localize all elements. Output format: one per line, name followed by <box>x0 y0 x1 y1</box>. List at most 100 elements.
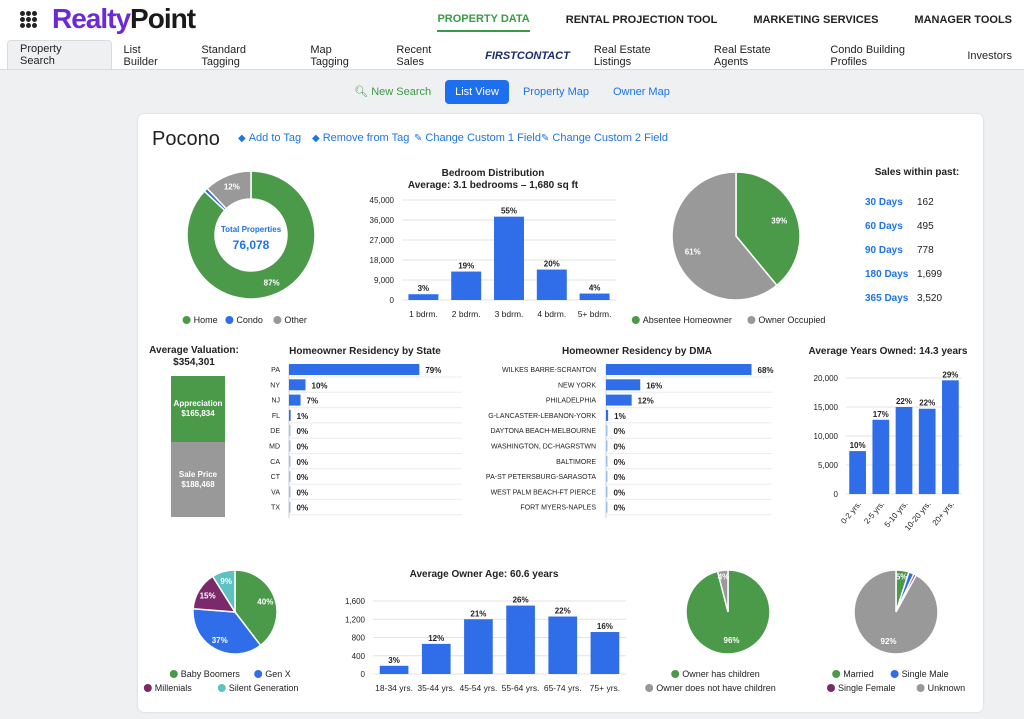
bedroom-xtick: 3 bdrm. <box>495 309 524 319</box>
change-custom-2-link[interactable]: ✎ Change Custom 2 Field <box>541 132 668 144</box>
generation-slice <box>192 607 262 655</box>
years-owned-bar-label: 22% <box>896 397 912 406</box>
residency-dma-bar <box>606 471 608 483</box>
residency-dma-bar-label: 0% <box>614 427 626 436</box>
sales-period-link[interactable]: 180 Days <box>865 268 909 280</box>
bedroom-bar-label: 3% <box>418 284 430 293</box>
owner-map-button[interactable]: Owner Map <box>612 85 670 98</box>
apps-grid-icon[interactable] <box>20 11 37 28</box>
tab-recent-sales[interactable]: Recent Sales <box>396 43 432 68</box>
bedroom-chart-title: Bedroom Distribution <box>442 168 545 179</box>
residency-state-bar <box>289 364 420 375</box>
tab-list-builder[interactable]: List Builder <box>123 43 158 68</box>
residency-state-bar <box>289 379 306 391</box>
residency-state-bar-label: 0% <box>297 458 309 467</box>
sales-period-link[interactable]: 90 Days <box>865 244 903 256</box>
residency-state-category: NJ <box>271 398 280 405</box>
sales-period-link[interactable]: 365 Days <box>865 292 909 304</box>
residency-state-category: FL <box>272 413 280 420</box>
firstcontact-logo: FIRSTCONTACT <box>485 49 570 62</box>
sales-period-link[interactable]: 60 Days <box>865 220 903 232</box>
years-owned-ytick: 10,000 <box>814 432 839 441</box>
property-type-legend-marker <box>273 316 282 324</box>
tab-real-estate-agents[interactable]: Real Estate Agents <box>713 43 771 68</box>
nav-manager-tools[interactable]: MANAGER TOOLS <box>914 14 1012 26</box>
bedroom-bar <box>408 294 439 300</box>
edit-icon: ✎ <box>541 133 550 144</box>
homeowner-status-slice <box>735 171 801 287</box>
owner-age-bar <box>421 643 451 674</box>
residency-dma-bar-label: 0% <box>614 443 626 452</box>
tab-condo-building-profiles[interactable]: Condo Building Profiles <box>830 43 905 68</box>
marital-slice-label: 92% <box>881 637 897 646</box>
nav-property-data[interactable]: PROPERTY DATA <box>437 8 530 32</box>
sales-row: 30 Days 162 <box>862 190 972 214</box>
residency-dma-category: WEST PALM BEACH-FT PIERCE <box>491 489 597 496</box>
logo[interactable]: RealtyPoint <box>52 3 196 34</box>
generation-legend-label: Baby Boomers <box>181 669 241 679</box>
residency-state-title: Homeowner Residency by State <box>289 346 441 357</box>
bedroom-chart-subtitle: Average: 3.1 bedrooms – 1,680 sq ft <box>408 180 579 191</box>
list-view-button[interactable]: List View <box>445 79 509 104</box>
change-custom-1-link[interactable]: ✎ Change Custom 1 Field <box>414 132 541 144</box>
bedroom-ytick: 45,000 <box>370 196 395 205</box>
owner-age-bar <box>464 619 493 674</box>
residency-dma-category: PA-ST PETERSBURG-SARASOTA <box>486 474 596 481</box>
residency-state-bar <box>289 501 291 513</box>
tab-property-search[interactable]: Property Search <box>7 40 112 69</box>
generation-slice <box>211 569 236 615</box>
sales-count: 778 <box>917 244 934 256</box>
owner-age-bar <box>590 632 620 674</box>
owner-age-ytick: 800 <box>352 634 366 643</box>
nav-rental-projection[interactable]: RENTAL PROJECTION TOOL <box>565 14 718 26</box>
bedroom-bar-label: 4% <box>589 284 601 293</box>
total-properties-value: 76,078 <box>233 238 270 252</box>
bedroom-bar <box>536 269 567 300</box>
marital-legend-marker <box>916 684 925 692</box>
children-slice <box>716 569 729 613</box>
search-icon: 🔍︎ <box>354 86 369 98</box>
years-owned-ytick: 20,000 <box>814 374 839 383</box>
generation-slice-label: 15% <box>200 591 216 600</box>
residency-state-bar <box>289 471 291 483</box>
years-owned-ytick: 15,000 <box>814 403 839 412</box>
years-owned-xtick: 20+ yrs. <box>931 500 956 528</box>
sales-within-panel: Sales within past: 30 Days 162 60 Days 495… <box>862 167 972 310</box>
marital-slice-label: 5% <box>896 572 908 581</box>
residency-dma-bar <box>606 501 608 513</box>
owner-age-xtick: 55-64 yrs. <box>502 683 540 693</box>
add-to-tag-link[interactable]: ◆ Add to Tag <box>238 132 302 144</box>
residency-state-bar-label: 7% <box>307 397 319 406</box>
bedroom-ytick: 36,000 <box>370 216 395 225</box>
residency-dma-category: FORT MYERS-NAPLES <box>520 505 596 512</box>
bedroom-xtick: 1 bdrm. <box>409 309 438 319</box>
tab-standard-tagging[interactable]: Standard Tagging <box>201 43 246 68</box>
remove-from-tag-link[interactable]: ◆ Remove from Tag <box>312 132 410 144</box>
tab-firstcontact[interactable]: FIRSTCONTACT <box>473 42 582 69</box>
years-owned-bar-label: 29% <box>942 370 958 379</box>
property-type-legend-marker <box>225 316 234 324</box>
residency-dma-bar <box>606 486 608 498</box>
property-type-legend-label: Home <box>194 315 218 325</box>
nav-marketing-services[interactable]: MARKETING SERVICES <box>753 14 879 26</box>
property-map-button[interactable]: Property Map <box>522 85 589 98</box>
generation-slice-label: 37% <box>212 636 228 645</box>
homeowner-status-legend-marker <box>747 316 756 324</box>
marital-legend-label: Single Female <box>838 683 896 693</box>
tab-investors[interactable]: Investors <box>967 49 1013 62</box>
new-search-button[interactable]: 🔍︎ New Search <box>354 86 432 98</box>
tab-real-estate-listings[interactable]: Real Estate Listings <box>593 43 651 68</box>
property-type-legend-label: Other <box>284 315 307 325</box>
appreciation-segment <box>171 376 225 442</box>
tab-map-tagging[interactable]: Map Tagging <box>310 43 349 68</box>
owner-age-bar-label: 26% <box>513 596 529 605</box>
residency-dma-bar-label: 1% <box>614 412 626 421</box>
property-type-slice-label: 87% <box>264 279 280 288</box>
residency-dma-category: BALTIMORE <box>556 459 596 466</box>
children-legend-label: Owner has children <box>682 669 760 679</box>
top-bar: RealtyPoint PROPERTY DATA RENTAL PROJECT… <box>0 0 1024 40</box>
residency-dma-category: WILKES BARRE-SCRANTON <box>502 367 596 374</box>
property-type-slice-label: 12% <box>224 183 240 192</box>
edit-icon: ✎ <box>414 133 423 144</box>
sales-period-link[interactable]: 30 Days <box>865 196 903 208</box>
